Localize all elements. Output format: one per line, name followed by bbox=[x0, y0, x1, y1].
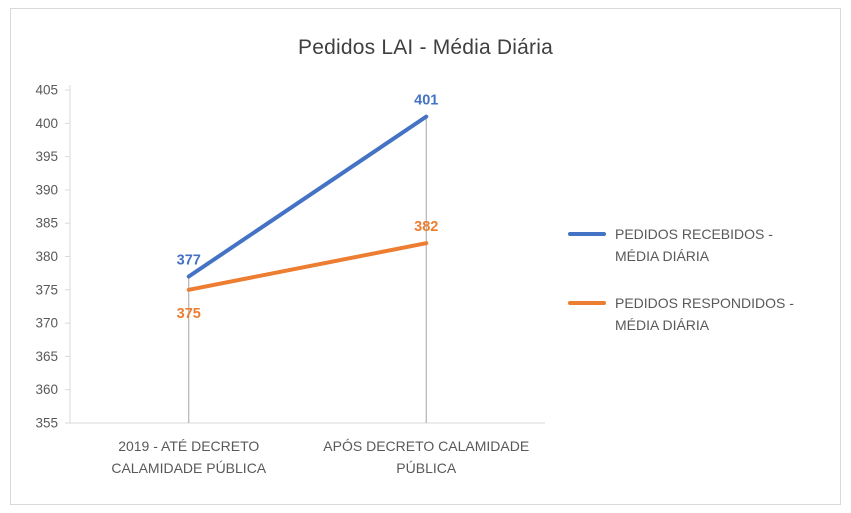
category-label: 2019 - ATÉ DECRETO CALAMIDADE PÚBLICA bbox=[111, 438, 267, 476]
legend-swatch bbox=[568, 301, 606, 306]
chart-border bbox=[10, 8, 841, 505]
legend-label: PEDIDOS RECEBIDOS - MÉDIA DIÁRIA bbox=[615, 226, 773, 264]
y-axis-tick-label: 370 bbox=[35, 316, 58, 331]
y-axis-tick-label: 395 bbox=[35, 149, 58, 164]
category-label: APÓS DECRETO CALAMIDADE PÚBLICA bbox=[323, 438, 530, 476]
data-label: 377 bbox=[177, 252, 201, 268]
legend: PEDIDOS RECEBIDOS - MÉDIA DIÁRIA PEDIDOS … bbox=[568, 224, 805, 337]
y-axis-tick-label: 390 bbox=[35, 182, 58, 197]
y-axis-tick-label: 360 bbox=[35, 382, 58, 397]
y-axis-tick-label: 400 bbox=[35, 116, 58, 131]
y-axis-tick-label: 405 bbox=[35, 83, 58, 98]
data-label: 382 bbox=[414, 219, 438, 235]
legend-item-recebidos: PEDIDOS RECEBIDOS - MÉDIA DIÁRIA bbox=[568, 224, 805, 267]
y-axis-tick-label: 380 bbox=[35, 249, 58, 264]
series-line-respondidos bbox=[186, 241, 429, 292]
legend-label: PEDIDOS RESPONDIDOS - MÉDIA DIÁRIA bbox=[615, 295, 794, 334]
y-axis-tick-label: 385 bbox=[35, 216, 58, 231]
y-axis-tick-label: 375 bbox=[35, 282, 58, 297]
y-axis-tick-label: 355 bbox=[35, 416, 58, 431]
data-label: 401 bbox=[414, 93, 438, 109]
data-label: 375 bbox=[177, 306, 201, 322]
legend-swatch bbox=[568, 232, 606, 236]
chart-title: Pedidos LAI - Média Diária bbox=[298, 36, 553, 59]
series-line-recebidos bbox=[186, 114, 429, 279]
legend-item-respondidos: PEDIDOS RESPONDIDOS - MÉDIA DIÁRIA bbox=[568, 293, 805, 336]
y-axis-tick-label: 365 bbox=[35, 349, 58, 364]
